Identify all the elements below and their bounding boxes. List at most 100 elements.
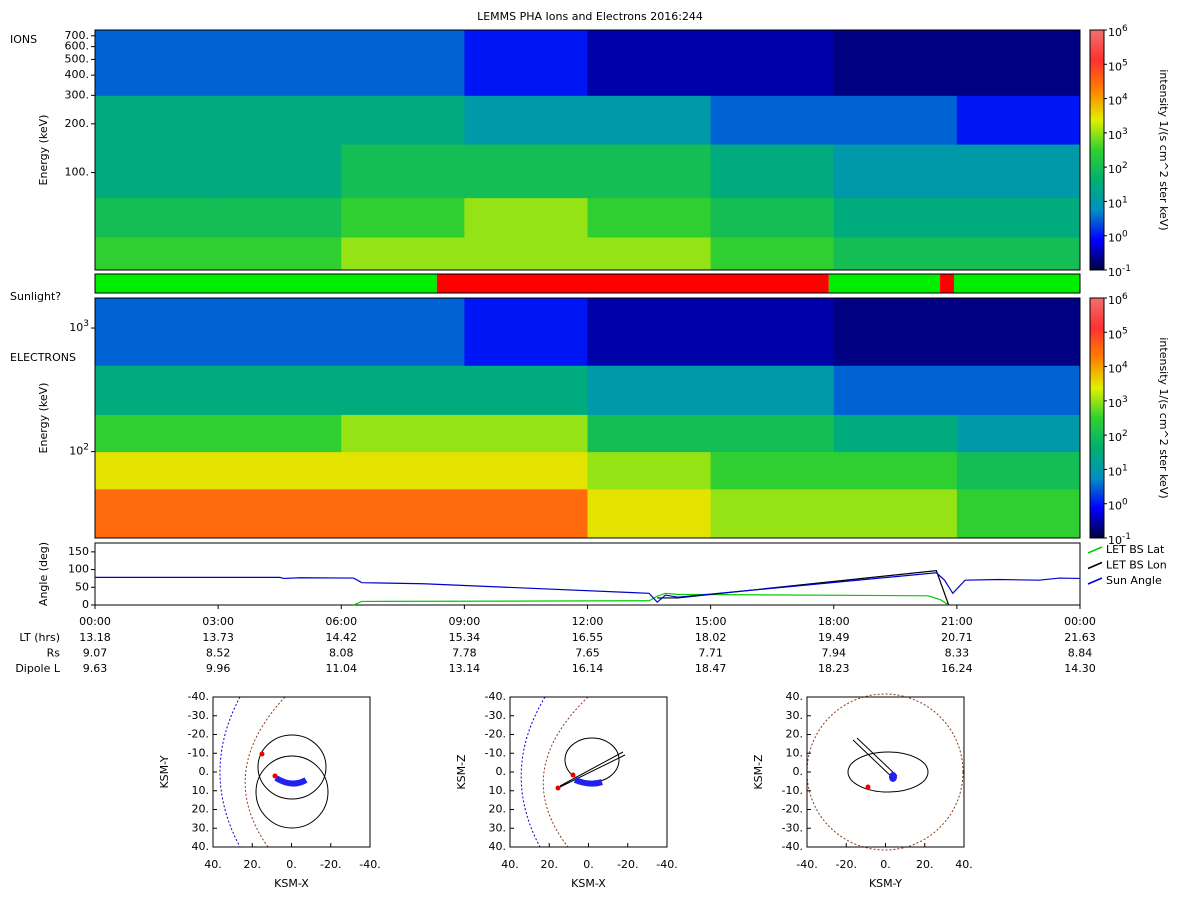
y-tick-label-base: 10	[69, 321, 83, 334]
x-tick-label: -20.	[617, 858, 638, 871]
colorbar-tick-label: 10-1	[1108, 532, 1131, 548]
series-line	[657, 569, 950, 606]
colorbar-tick-label-base: 10	[1108, 266, 1122, 279]
ephemeris-value: 18.47	[695, 662, 727, 675]
series-line	[95, 572, 1081, 603]
heatmap-cell	[587, 365, 712, 415]
y-axis-label: Energy (keV)	[37, 115, 50, 186]
heatmap-cell	[587, 144, 712, 199]
orbit-sketch	[219, 693, 964, 851]
ephemeris-value: 7.94	[822, 647, 847, 660]
heatmap-cell	[95, 365, 219, 415]
x-tick-label: 09:00	[449, 615, 481, 628]
heatmap-cell	[464, 197, 588, 238]
heatmap-cell	[95, 488, 219, 539]
y-axis-label: Angle (deg)	[37, 542, 50, 606]
heatmap-cell	[218, 236, 342, 271]
colorbar-tick-label: 100	[1108, 497, 1128, 513]
ephemeris-row-label: Dipole L	[15, 662, 61, 675]
colorbar-tick-label-exponent: -1	[1122, 532, 1131, 542]
heatmap-cell	[464, 414, 588, 453]
ephemeris-value: 21.63	[1064, 631, 1096, 644]
heatmap-cell	[710, 95, 835, 145]
colorbar-tick-label-base: 10	[1108, 465, 1122, 478]
plot-frame	[212, 696, 371, 848]
heatmap-cell	[587, 95, 712, 145]
colorbar-tick-label-exponent: 6	[1122, 24, 1128, 34]
heatmap-cell	[341, 236, 465, 271]
ephemeris-value: 8.52	[206, 647, 231, 660]
ephemeris-value: 9.63	[83, 662, 108, 675]
y-tick-label: -20.	[782, 803, 803, 816]
colorbar-tick-label-base: 10	[1108, 95, 1122, 108]
x-tick-label: 12:00	[572, 615, 604, 628]
y-tick-label: -40.	[485, 690, 506, 703]
colorbar-tick-label-base: 10	[1108, 197, 1122, 210]
y-tick-label: -40.	[188, 690, 209, 703]
ephemeris-value: 18.23	[818, 662, 850, 675]
y-tick-label: -30.	[782, 821, 803, 834]
heatmap-cell	[833, 144, 958, 199]
y-tick-label: 100.	[65, 166, 90, 179]
heatmap-cell	[218, 488, 342, 539]
heatmap-cell	[95, 236, 219, 271]
y-tick-label: 20.	[489, 803, 507, 816]
colorbar-tick-label-exponent: 3	[1122, 126, 1128, 136]
heatmap-cell	[341, 298, 465, 366]
y-tick-label: 600.	[65, 40, 90, 53]
heatmap-cell	[95, 414, 219, 453]
ephemeris-value: 8.33	[945, 647, 970, 660]
heatmap-cell	[710, 236, 835, 271]
plot-frame	[94, 29, 1081, 271]
colorbar-tick-label: 106	[1108, 24, 1128, 40]
y-tick-label: 102	[69, 442, 89, 458]
panel-label: IONS	[10, 33, 37, 46]
heatmap-cell	[341, 197, 465, 238]
x-tick-label: 00:00	[1064, 615, 1096, 628]
y-tick-label: 40.	[786, 690, 804, 703]
ephemeris-row-label: LT (hrs)	[19, 631, 60, 644]
y-tick-label: 700.	[65, 29, 90, 42]
heatmap-cell	[833, 414, 958, 453]
heatmap-cell	[341, 365, 465, 415]
ephemeris-value: 19.49	[818, 631, 850, 644]
colorbar-tick-label: 104	[1108, 92, 1128, 108]
heatmap-cell	[95, 30, 219, 96]
x-tick-label: 15:00	[695, 615, 727, 628]
heatmap-cell	[833, 365, 958, 415]
y-tick-label: 500.	[65, 52, 90, 65]
heatmap-cell	[956, 95, 1081, 145]
y-tick-label: 50	[75, 580, 89, 593]
heatmap-cell	[464, 298, 588, 366]
heatmap-cell	[587, 197, 712, 238]
colorbar-tick-label: 103	[1108, 394, 1128, 410]
colorbar-tick-label: 105	[1108, 58, 1128, 74]
y-tick-label: 40.	[192, 840, 210, 853]
heatmap-cell	[587, 451, 712, 490]
y-tick-label: -40.	[782, 840, 803, 853]
heatmap-cell	[464, 451, 588, 490]
heatmap-cell	[218, 144, 342, 199]
heatmap-cell	[710, 365, 835, 415]
colorbar-tick-label: 102	[1108, 161, 1128, 177]
ephemeris-value: 7.78	[452, 647, 477, 660]
heatmap-cell	[587, 298, 712, 366]
colorbar-tick-label: 101	[1108, 195, 1128, 211]
legend-label: LET BS Lat	[1106, 543, 1165, 556]
colorbar-tick-label-base: 10	[1108, 232, 1122, 245]
heatmap-cell	[341, 144, 465, 199]
ephemeris-value: 9.96	[206, 662, 231, 675]
colorbar-tick-label-base: 10	[1108, 328, 1122, 341]
y-tick-label: 30.	[192, 821, 210, 834]
legend-swatch	[1087, 546, 1103, 554]
y-tick-label: 20.	[192, 803, 210, 816]
sunlight-frame	[94, 273, 1081, 294]
heatmap-cell	[95, 197, 219, 238]
colorbar-tick-label-exponent: 1	[1122, 463, 1128, 473]
x-tick-label: -40.	[359, 858, 380, 871]
heatmap-cell	[341, 414, 465, 453]
y-tick-label: 10.	[192, 784, 210, 797]
heatmap-cell	[464, 236, 588, 271]
